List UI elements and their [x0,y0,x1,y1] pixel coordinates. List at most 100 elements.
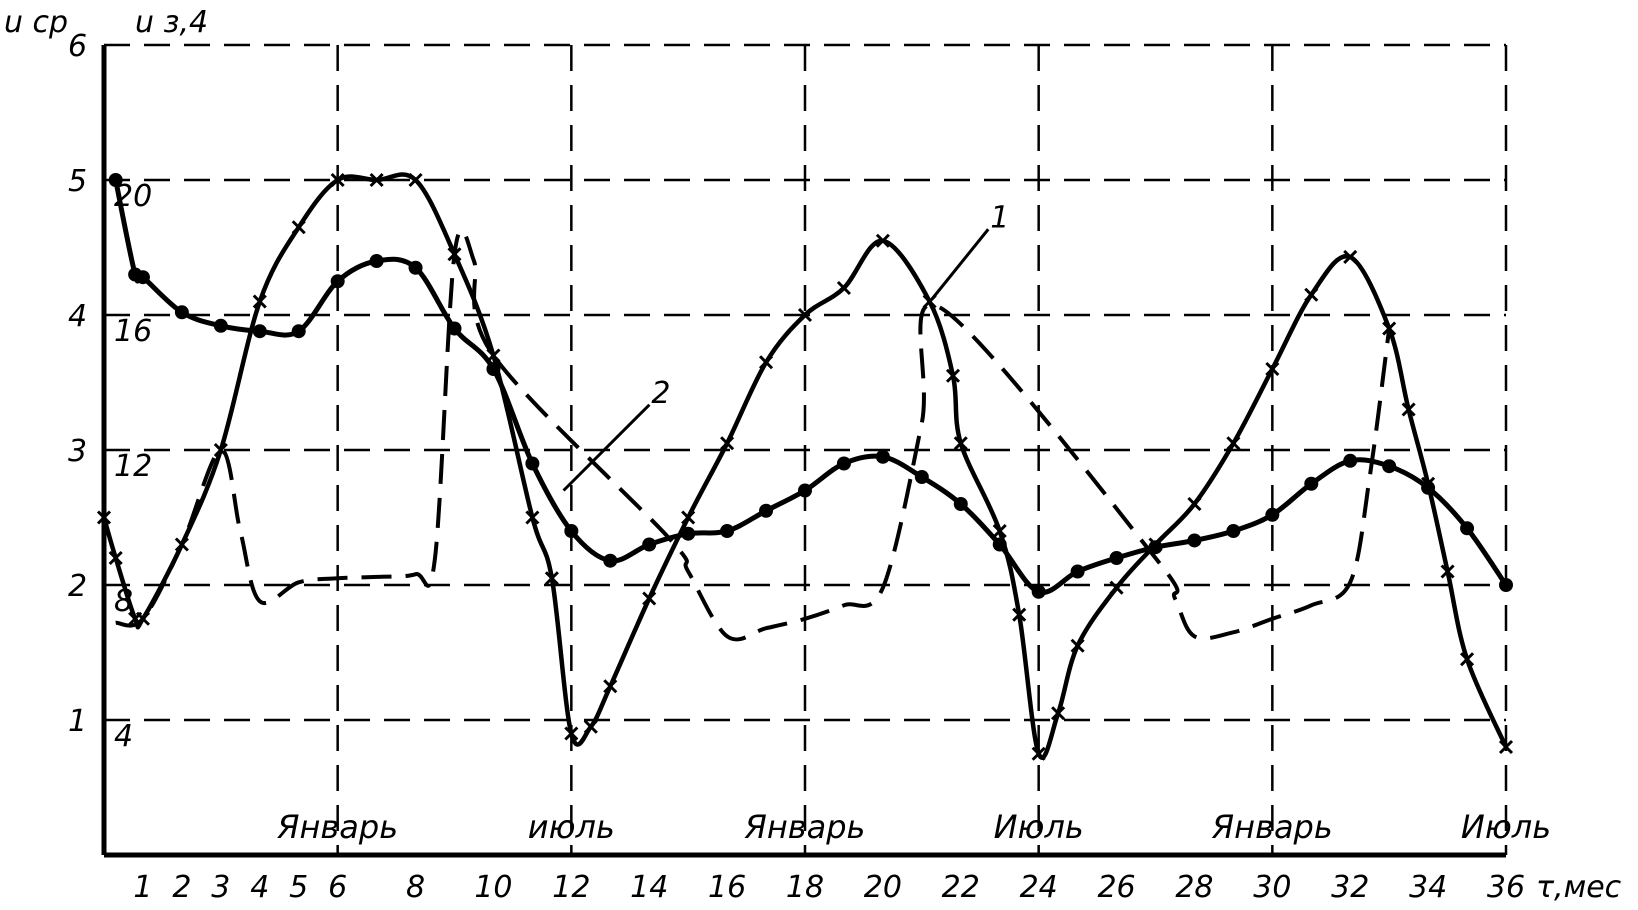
data-point [1265,507,1280,522]
series-2 [108,173,1513,599]
x-tick-label: 34 [1409,870,1447,905]
data-point [1051,706,1066,721]
month-label: Январь [744,808,866,846]
data-point [1498,739,1514,755]
data-point [1304,476,1319,491]
x-tick-label: 18 [786,870,824,905]
month-label: Январь [1211,808,1333,846]
data-point [408,260,423,275]
data-point [642,591,657,606]
series-layer [96,172,1514,761]
data-point [798,483,812,498]
data-point [525,510,540,525]
data-point [681,510,696,525]
data-point [1031,746,1046,761]
data-point [720,524,735,538]
data-point [291,324,306,339]
data-point [1187,533,1202,548]
data-point [720,436,735,451]
data-point [330,172,345,188]
y-tick-label: 3 [68,434,87,469]
x-tick-label: 6 [328,870,347,905]
annotation-label: 1 [990,200,1009,235]
data-point [836,280,852,296]
data-point [252,294,267,309]
data-point [1401,402,1416,417]
data-point [875,449,890,464]
annotation-leader [930,228,990,301]
data-point [252,324,267,339]
y-tick-label: 1 [68,704,87,739]
data-point [1109,580,1124,595]
y-tick-label: 6 [68,29,87,64]
data-point [486,362,501,376]
y-tick-label: 5 [68,164,87,199]
data-point [1187,496,1202,512]
data-point [953,436,968,451]
y2-tick-label: 8 [114,584,133,619]
data-point [291,220,306,235]
data-point [992,523,1007,539]
x-tick-label: 26 [1097,870,1135,905]
data-point [108,173,123,187]
annotation-label: 2 [651,376,670,411]
data-point [1421,480,1436,495]
data-point [330,274,345,289]
data-point [1031,584,1046,599]
series-line [115,228,1392,642]
data-point [759,503,774,518]
x-tick-label: 28 [1175,870,1213,905]
x-tick-label: 24 [1020,870,1058,905]
data-point [603,679,618,694]
data-point [642,537,657,552]
y2-tick-label: 16 [114,314,152,349]
data-point [135,270,150,285]
data-point [1226,436,1241,451]
series-dashed [115,228,1392,642]
x-tick-label: 3 [211,870,230,905]
x-tick-label: 1 [133,870,152,905]
x-tick-label: 4 [250,870,269,905]
y-tick-label: 2 [68,569,87,604]
data-point [108,550,123,566]
x-tick-label: 10 [474,870,512,905]
grid-layer [104,43,1508,855]
data-point [583,719,598,734]
x-axis-label: τ,мес [1536,870,1622,905]
x-tick-label: 8 [406,870,425,905]
data-point [1070,638,1085,653]
x-tick-label: 32 [1331,870,1369,905]
x-tick-label: 36 [1487,870,1525,905]
month-label: Июль [1461,808,1551,846]
data-point [953,497,968,511]
y2-axis-label: u з,4 [135,5,208,40]
data-point [1070,564,1085,579]
data-point [1226,524,1241,538]
data-point [369,172,384,188]
data-point [96,510,112,525]
series-line [113,179,1509,595]
y-tick-label: 4 [68,299,87,334]
data-point [992,537,1007,552]
y-axis-label: u ср [4,5,68,40]
data-point [369,254,384,268]
data-point [758,355,774,370]
annotation-leader [562,403,651,492]
data-point [603,553,618,568]
data-point [564,726,579,741]
data-point [875,233,890,248]
data-point [1382,459,1397,474]
data-point [914,470,929,484]
y2-tick-label: 12 [114,449,152,484]
data-point [681,526,696,541]
y2-tick-label: 4 [114,719,133,754]
x-tick-label: 30 [1253,870,1291,905]
month-label: Июль [994,808,1084,846]
x-tick-label: 2 [172,870,191,905]
data-point [1460,521,1475,536]
month-label: Январь [276,808,398,846]
data-point [797,307,813,323]
data-point [945,368,961,383]
data-point [544,571,559,586]
